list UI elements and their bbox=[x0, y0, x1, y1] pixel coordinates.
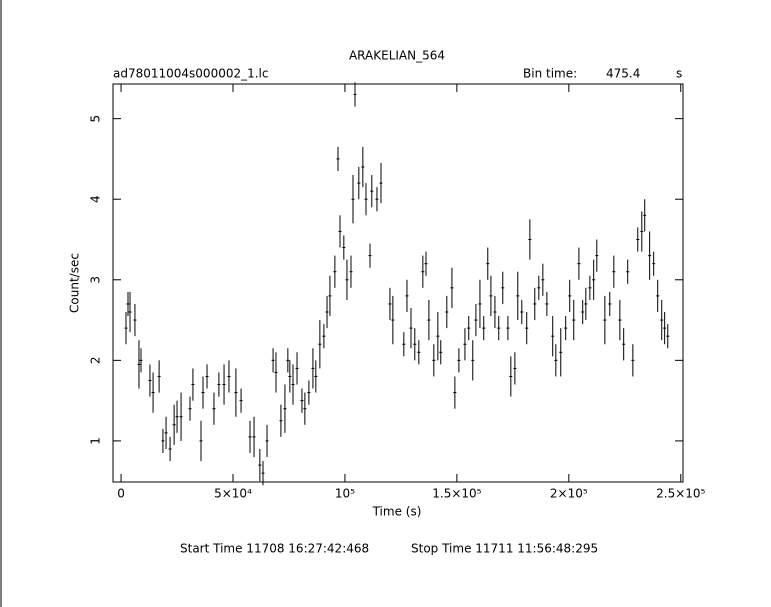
y-tick-label: 2 bbox=[89, 357, 103, 365]
start-time: Start Time 11708 16:27:42:468 bbox=[180, 542, 369, 556]
plot-frame bbox=[112, 83, 684, 483]
y-tick-label: 3 bbox=[89, 276, 103, 284]
x-tick-label: 10⁵ bbox=[335, 487, 355, 501]
bin-time-label: Bin time: bbox=[523, 67, 577, 81]
x-tick-label: 2×10⁵ bbox=[550, 487, 588, 501]
bin-time-unit: s bbox=[676, 67, 682, 81]
chart-title: ARAKELIAN_564 bbox=[349, 49, 445, 63]
y-axis-label: Count/sec bbox=[68, 253, 82, 313]
x-tick-label: 5×10⁴ bbox=[214, 487, 252, 501]
y-tick-label: 5 bbox=[89, 115, 103, 123]
x-tick-label: 1.5×10⁵ bbox=[432, 487, 481, 501]
x-axis-label: Time (s) bbox=[372, 505, 422, 519]
file-name: ad78011004s000002_1.lc bbox=[113, 67, 269, 81]
x-tick-label: 2.5×10⁵ bbox=[656, 487, 705, 501]
y-tick-label: 1 bbox=[89, 437, 103, 445]
y-tick-label: 4 bbox=[89, 195, 103, 203]
stop-time: Stop Time 11711 11:56:48:295 bbox=[411, 542, 598, 556]
bin-time-value: 475.4 bbox=[606, 67, 640, 81]
x-tick-label: 0 bbox=[117, 487, 125, 501]
